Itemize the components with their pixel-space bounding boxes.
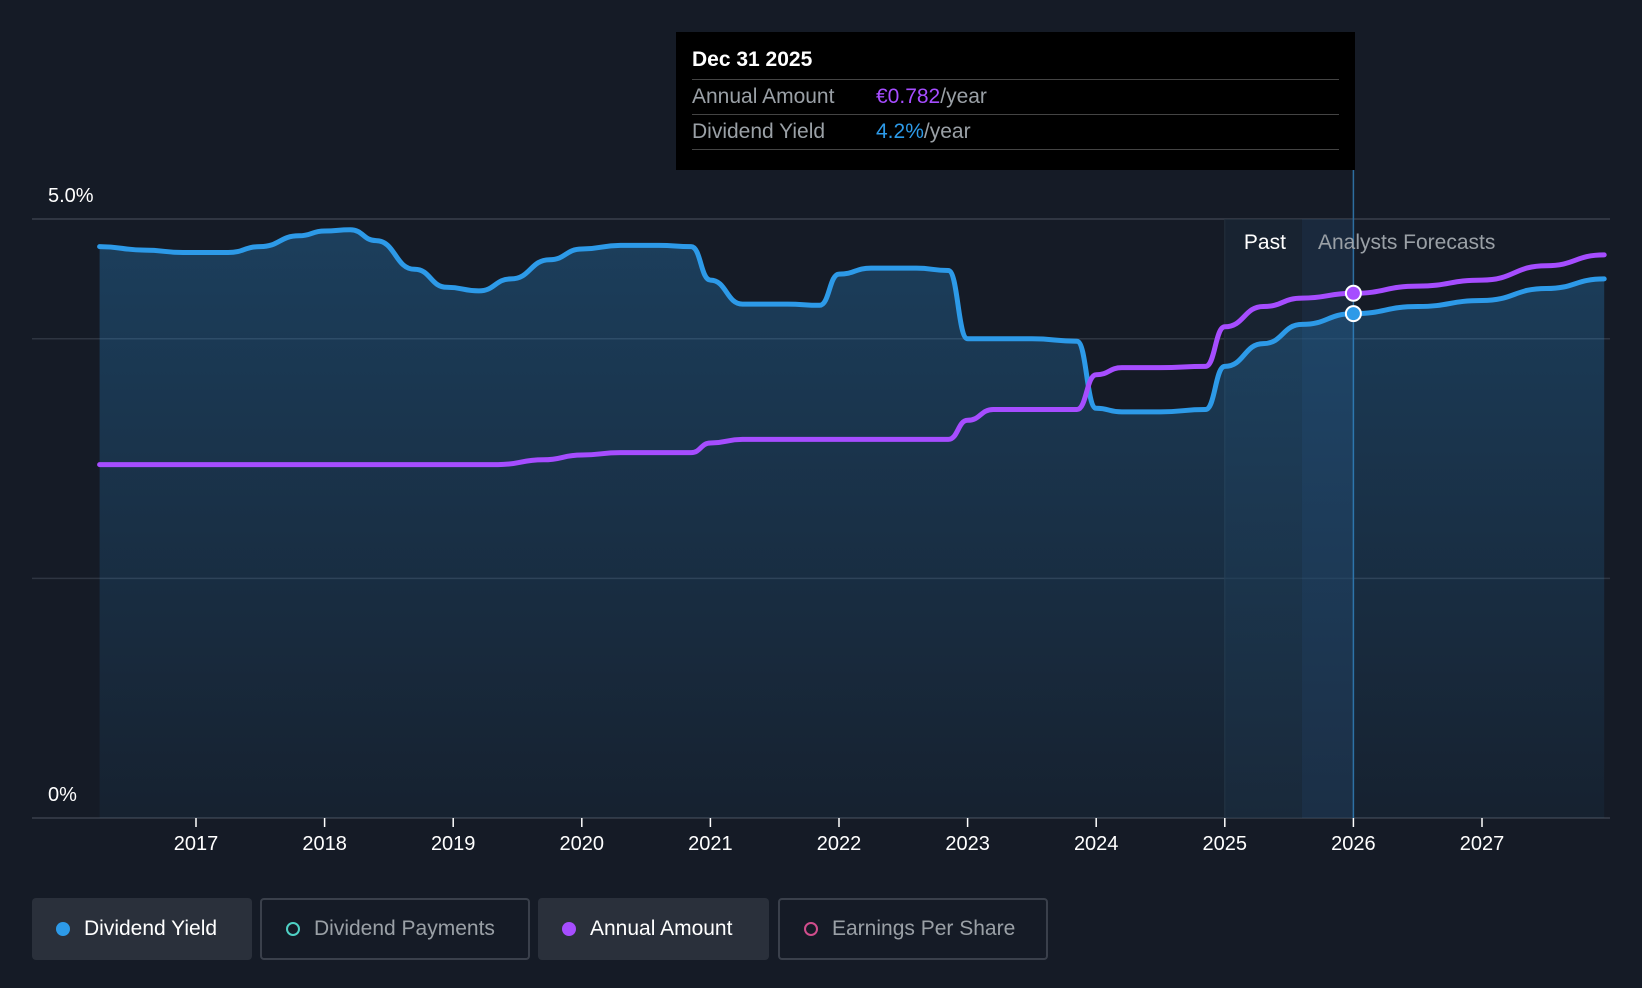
dividend-yield-marker [1344, 305, 1362, 323]
x-tick-label: 2017 [174, 833, 219, 855]
x-axis: 2017 2018 2019 2020 2021 2022 2023 2024 2025 2026… [174, 818, 1505, 855]
tooltip-annual-unit: /year [940, 85, 987, 108]
dividend-yield-line [97, 227, 1607, 415]
legend-earnings-per-share-label: Earnings Per Share [832, 917, 1016, 940]
tooltip-annual-row: Annual Amount €0.782 /year [692, 80, 1339, 115]
x-tick-label: 2027 [1460, 833, 1505, 855]
x-tick-label: 2018 [302, 833, 347, 855]
legend-dividend-yield[interactable]: Dividend Yield [32, 898, 252, 960]
tooltip-yield-label: Dividend Yield [692, 120, 826, 143]
x-tick-label: 2022 [817, 833, 862, 855]
y-tick-label: 0% [48, 784, 77, 806]
legend-dividend-payments[interactable]: Dividend Payments [260, 898, 530, 960]
series-areas [99, 229, 1605, 819]
x-tick-label: 2020 [560, 833, 605, 855]
annual-amount-marker [1344, 284, 1362, 302]
tooltip-yield-row: Dividend Yield 4.2% /year [692, 115, 1339, 150]
cursor-markers [1344, 284, 1362, 323]
legend-dividend-payments-label: Dividend Payments [314, 917, 495, 940]
y-tick-label: 5.0% [48, 185, 94, 207]
legend-earnings-per-share[interactable]: Earnings Per Share [778, 898, 1048, 960]
dividend-yield-dot-icon [56, 922, 70, 936]
tooltip-yield-value: 4.2% [876, 120, 924, 143]
x-tick-label: 2024 [1074, 833, 1119, 855]
x-tick-label: 2025 [1203, 833, 1248, 855]
tooltip-date: Dec 31 2025 [692, 46, 1339, 80]
tooltip-yield-unit: /year [923, 120, 971, 143]
dividend-yield-area [99, 229, 1605, 819]
x-tick-label: 2023 [945, 833, 990, 855]
tooltip-annual-label: Annual Amount [692, 85, 835, 108]
chart-tooltip: Dec 31 2025 Annual Amount €0.782 /year D… [676, 32, 1355, 170]
past-label: Past [1244, 231, 1286, 254]
earnings-per-share-ring-icon [804, 922, 818, 936]
legend-annual-amount-label: Annual Amount [590, 917, 733, 940]
annual-amount-dot-icon [562, 922, 576, 936]
legend-annual-amount[interactable]: Annual Amount [538, 898, 769, 960]
x-tick-label: 2019 [431, 833, 476, 855]
tooltip-annual-value: €0.782 [876, 85, 941, 108]
region-labels: Past Analysts Forecasts [1244, 231, 1495, 254]
legend-dividend-yield-label: Dividend Yield [84, 917, 218, 940]
y-axis: 5.0% 0% [48, 185, 94, 806]
x-tick-label: 2026 [1331, 833, 1376, 855]
series-lines [97, 227, 1607, 468]
x-tick-label: 2021 [688, 833, 733, 855]
annual-amount-line [97, 252, 1607, 468]
dividend-payments-ring-icon [286, 922, 300, 936]
forecast-label: Analysts Forecasts [1318, 231, 1495, 254]
